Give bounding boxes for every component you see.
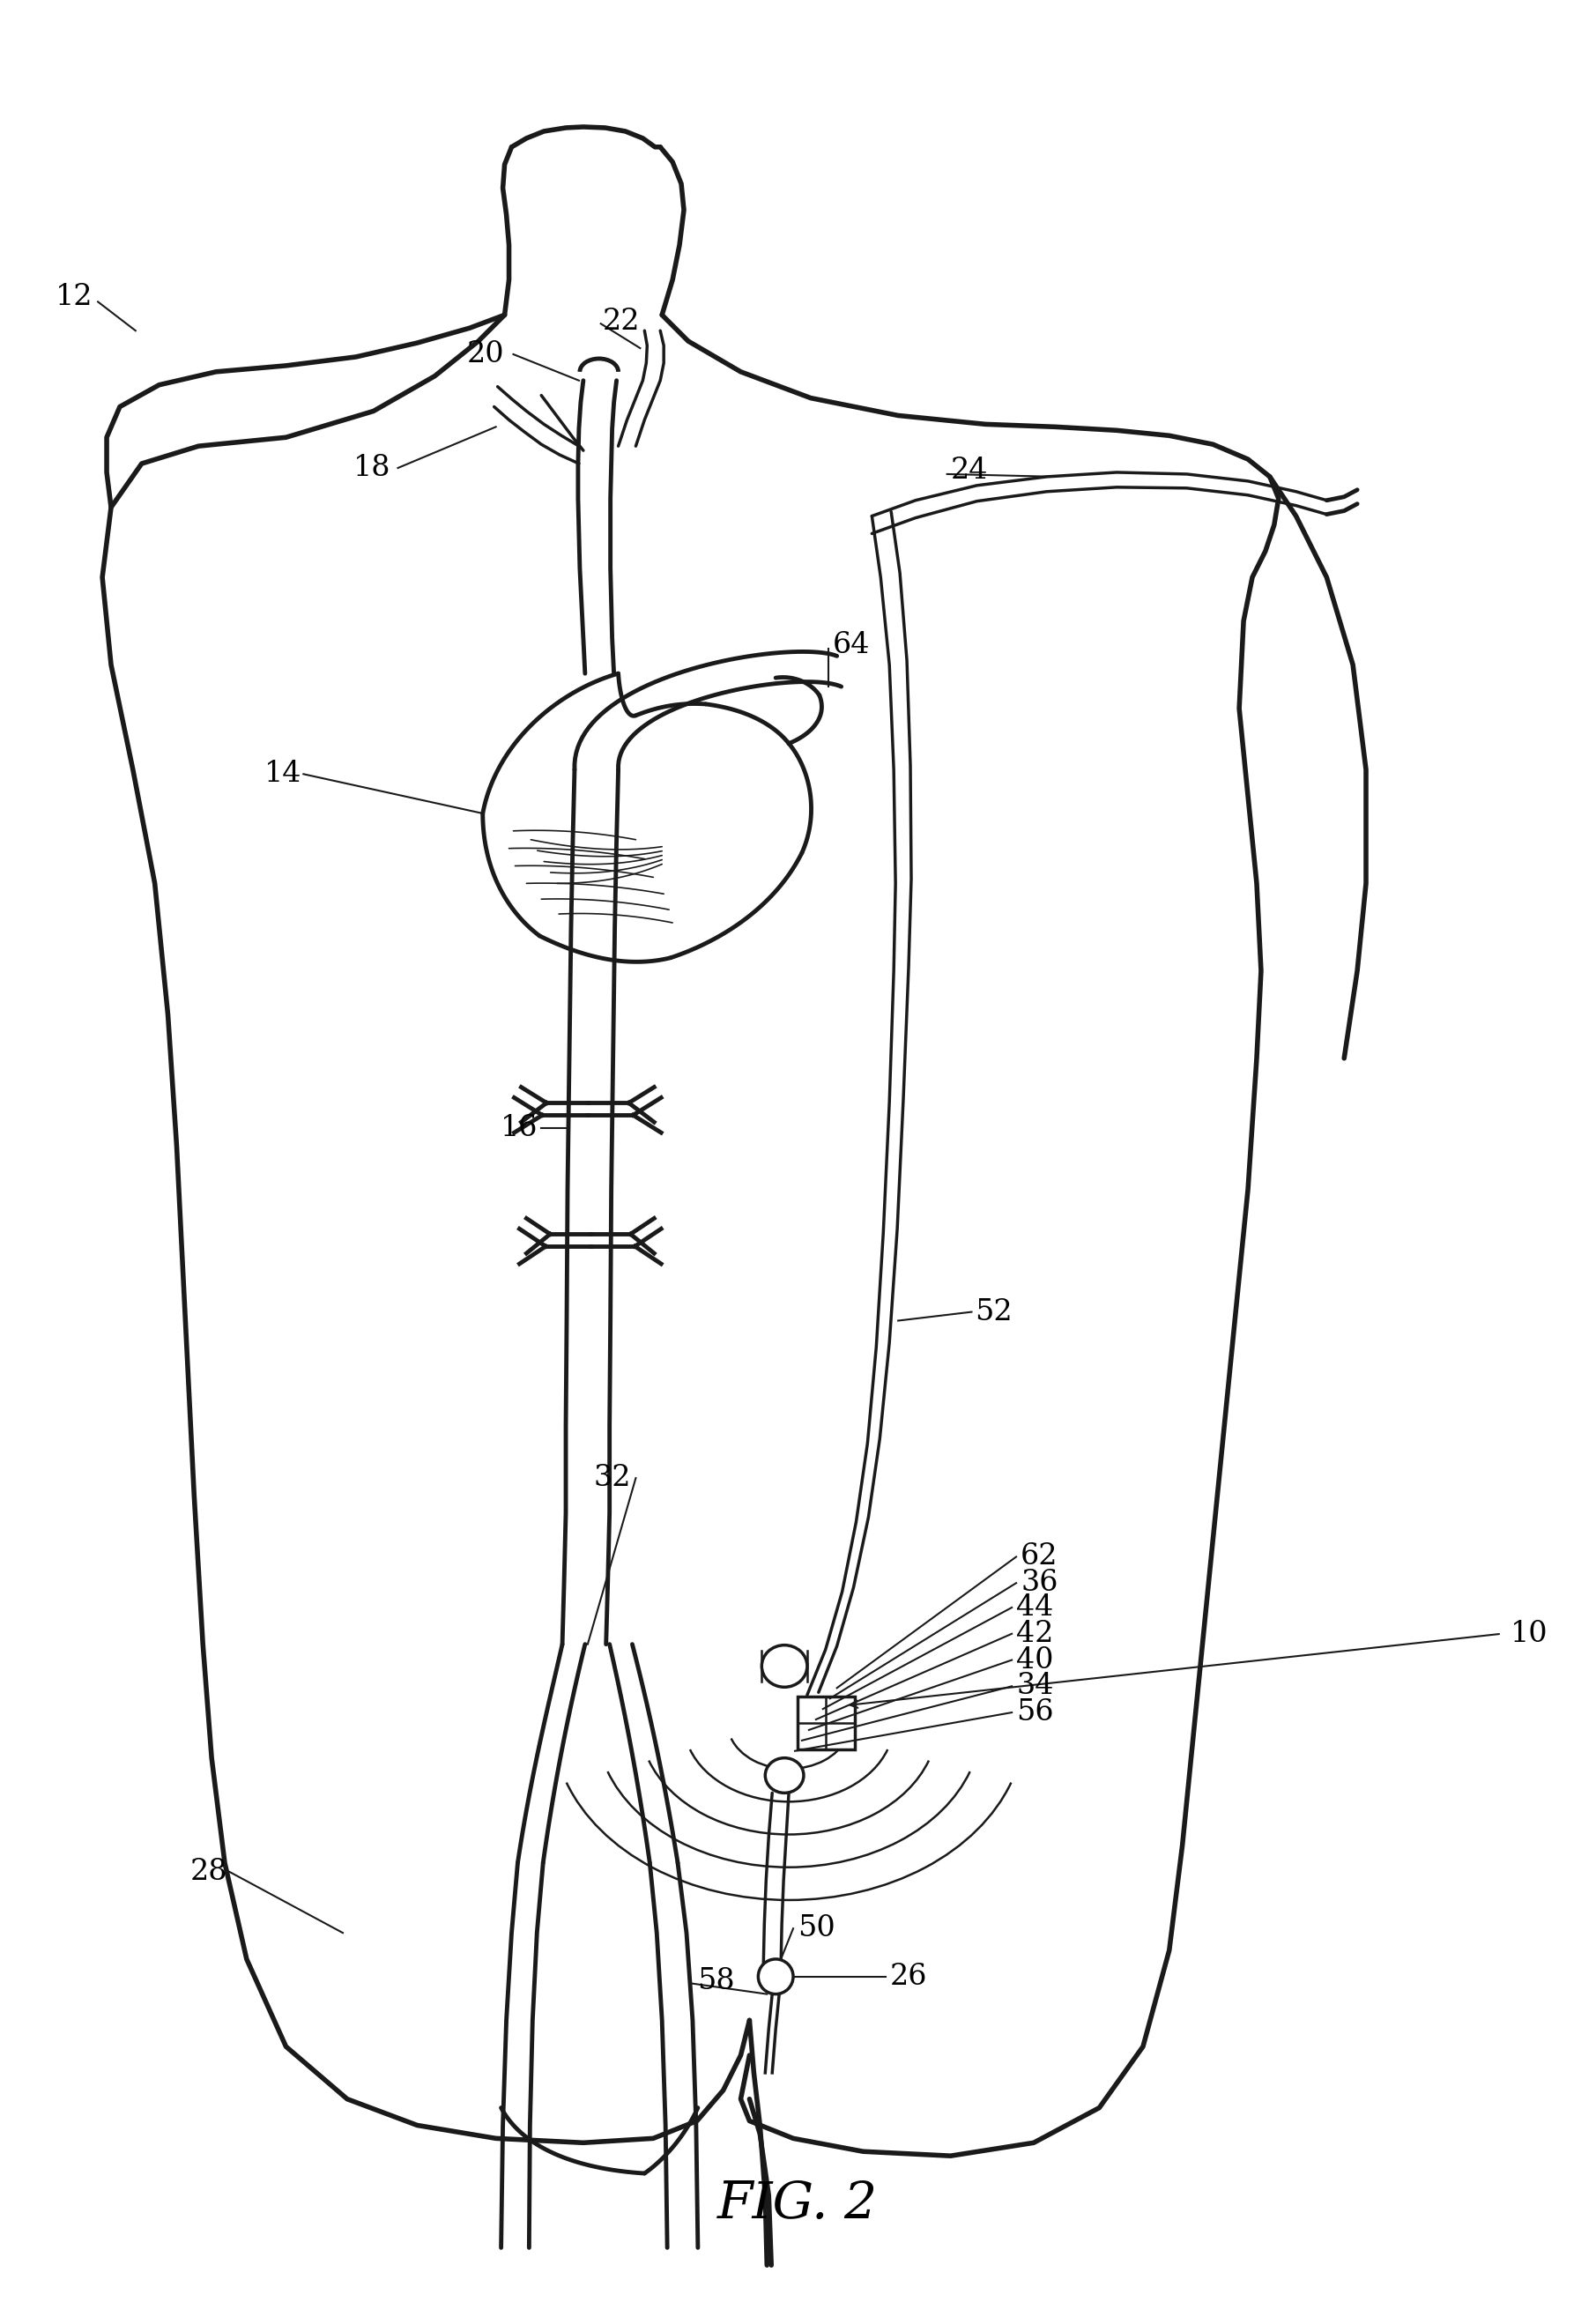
Text: 26: 26 (889, 1964, 927, 1991)
Text: 18: 18 (353, 453, 391, 481)
Text: 34: 34 (1017, 1671, 1053, 1701)
Text: 10: 10 (1510, 1621, 1548, 1648)
Text: 44: 44 (1017, 1593, 1053, 1621)
Text: 32: 32 (594, 1464, 632, 1492)
Text: 28: 28 (190, 1858, 227, 1885)
Text: 20: 20 (468, 341, 504, 368)
Ellipse shape (764, 1759, 804, 1793)
Text: 22: 22 (603, 308, 640, 336)
Bar (798, 1697, 854, 1750)
Text: 16: 16 (501, 1114, 538, 1142)
Text: 42: 42 (1017, 1621, 1053, 1648)
Ellipse shape (761, 1646, 808, 1687)
Text: 56: 56 (1017, 1699, 1053, 1726)
Text: 52: 52 (975, 1298, 1012, 1326)
Circle shape (758, 1959, 793, 1994)
Text: 40: 40 (1017, 1646, 1053, 1674)
Text: 14: 14 (263, 760, 302, 787)
Text: 50: 50 (798, 1915, 835, 1943)
Text: FIG. 2: FIG. 2 (717, 2180, 878, 2228)
Text: 62: 62 (1020, 1542, 1058, 1570)
Text: 24: 24 (951, 456, 988, 486)
Text: 58: 58 (697, 1966, 734, 1996)
Text: 36: 36 (1020, 1570, 1058, 1598)
Text: 64: 64 (833, 631, 870, 661)
Text: 12: 12 (56, 283, 93, 311)
